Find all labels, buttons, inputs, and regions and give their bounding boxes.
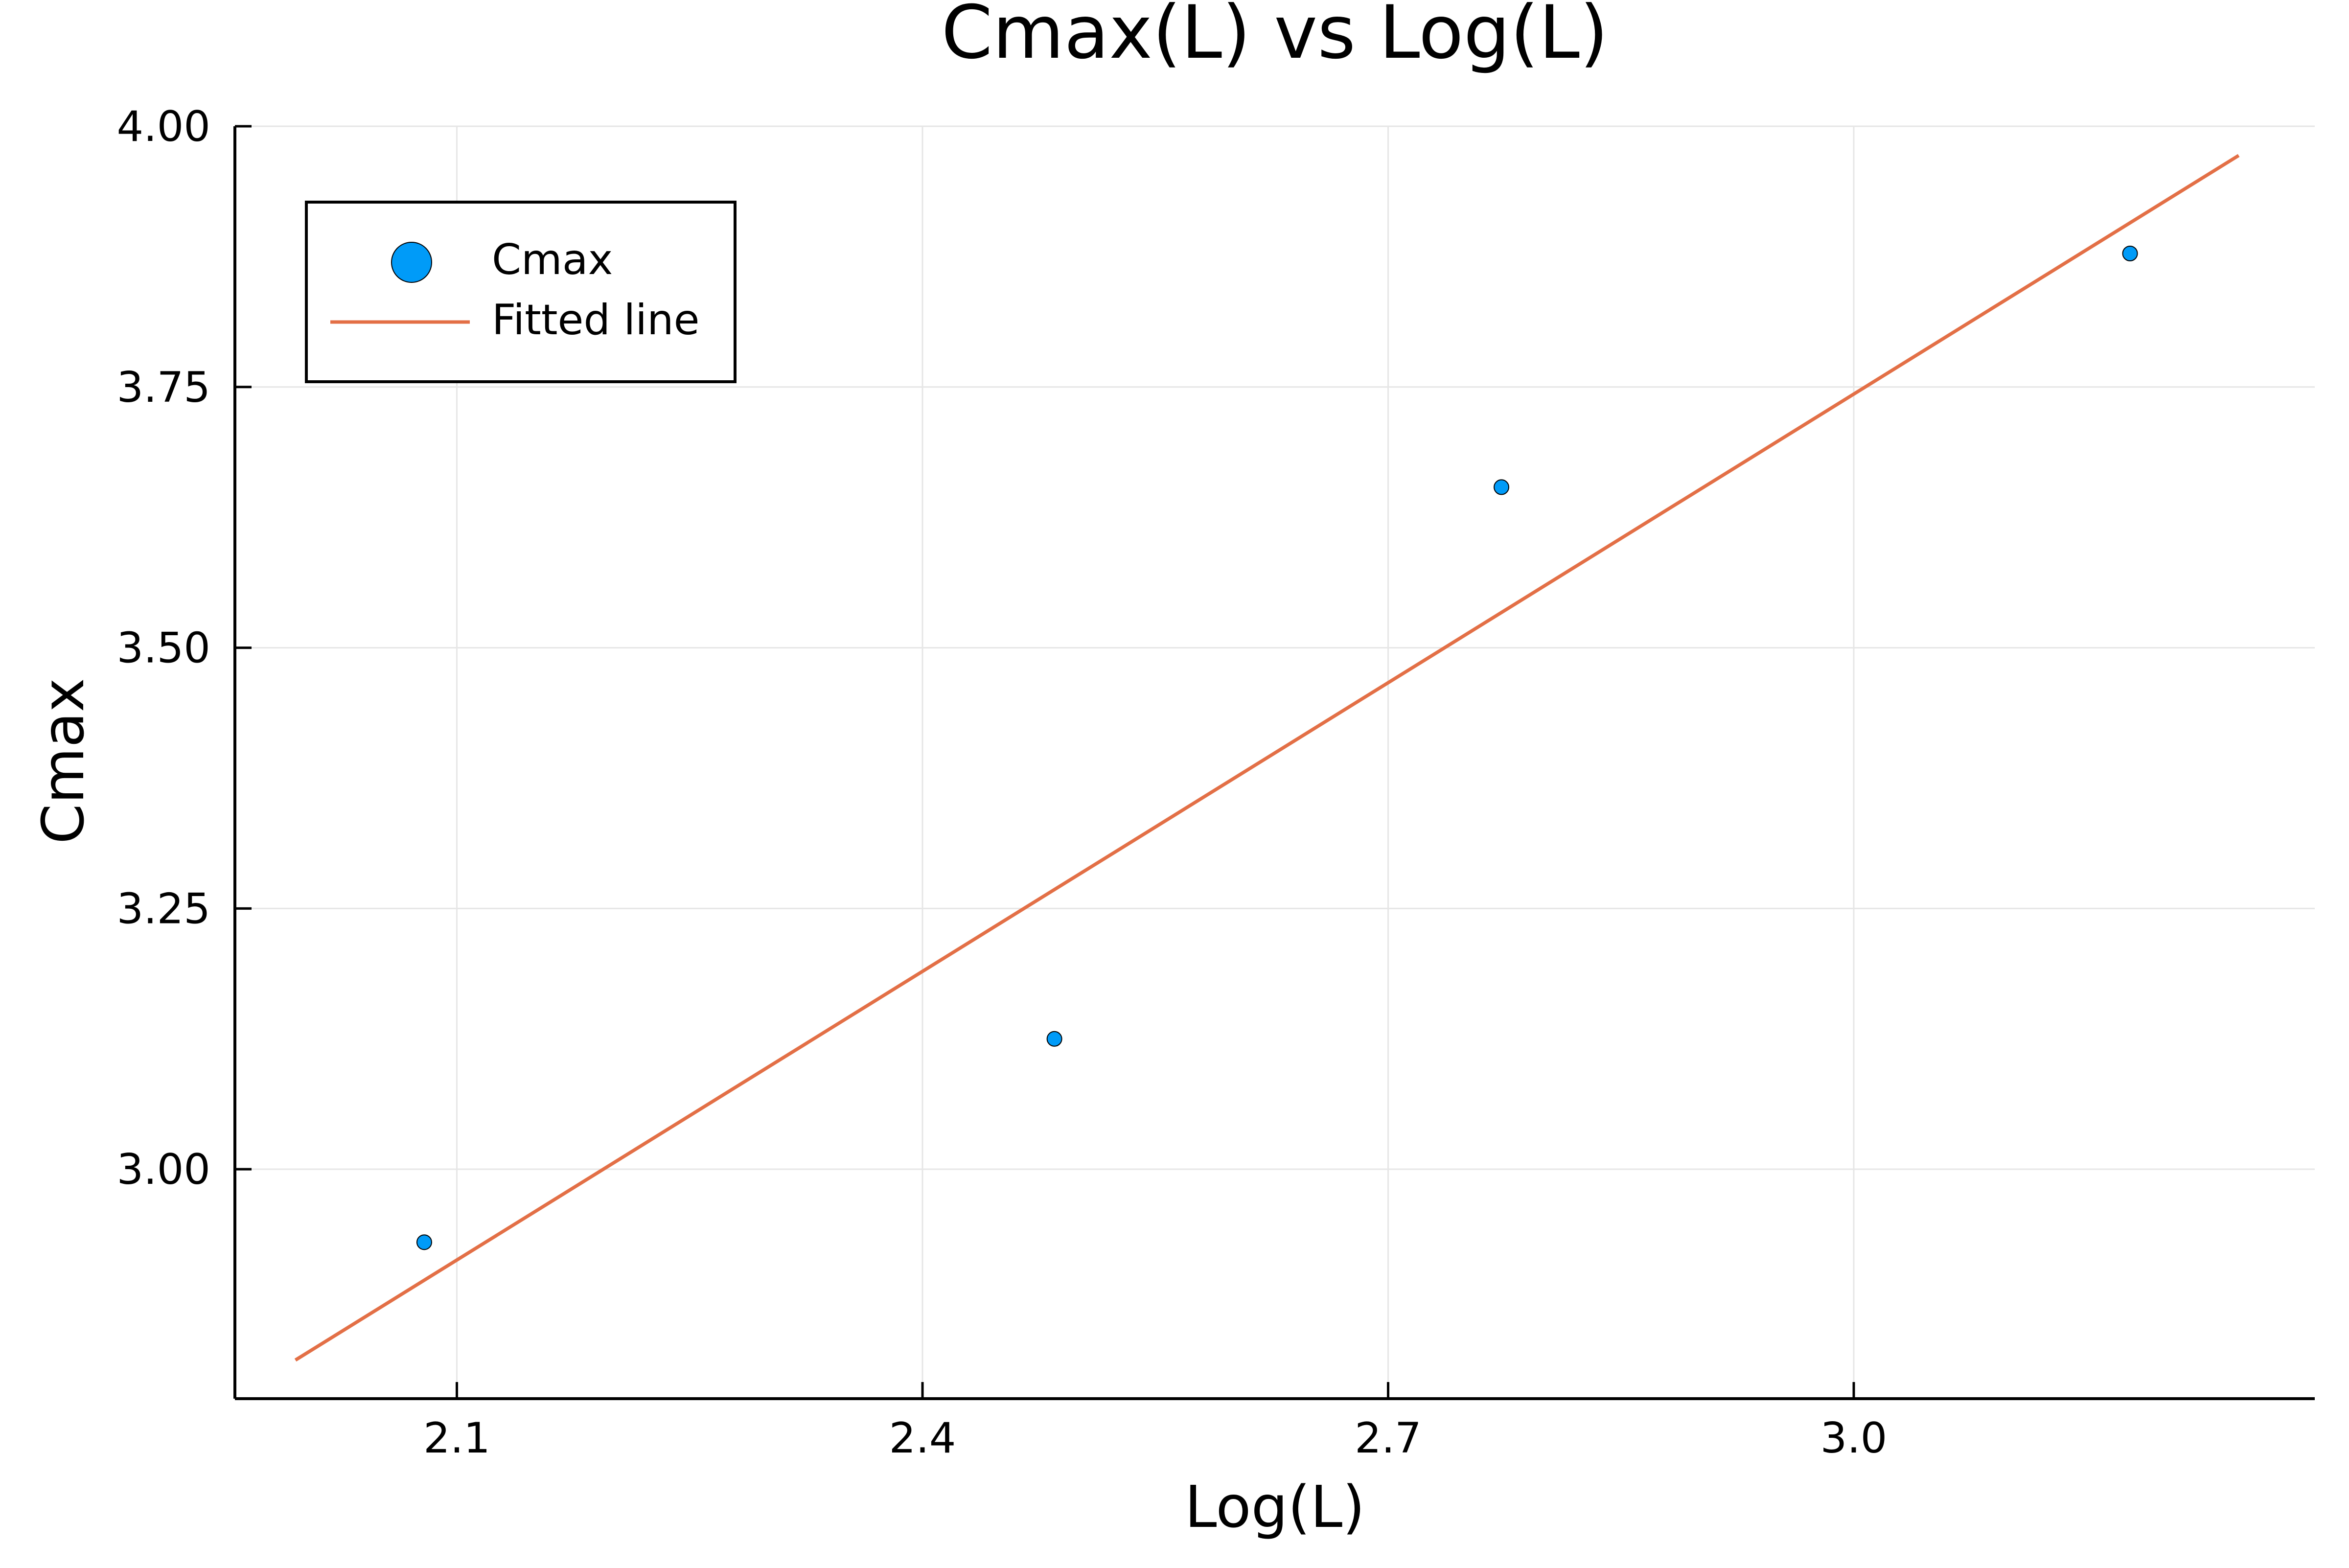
chart-title: Cmax(L) vs Log(L) (942, 0, 1609, 75)
data-point (2122, 246, 2138, 261)
y-tick-label: 3.75 (117, 363, 210, 412)
y-tick-label: 3.25 (117, 884, 210, 933)
grid (235, 125, 2315, 1399)
x-tick-label: 3.0 (1820, 1414, 1888, 1463)
y-tick-label: 4.00 (117, 102, 210, 151)
legend-box (305, 201, 737, 383)
data-point (416, 1234, 432, 1250)
legend-label-fitted-line: Fitted line (492, 296, 700, 345)
legend-label-cmax: Cmax (492, 235, 613, 284)
x-tick-label: 2.7 (1355, 1414, 1422, 1463)
y-axis-label: Cmax (29, 678, 97, 844)
axes: 2.1 2.4 2.7 3.0 3.00 3.25 3.50 3.75 4.00 (117, 102, 2315, 1463)
data-point (1046, 1031, 1062, 1047)
fitted-line (294, 154, 2240, 1362)
y-tick-label: 3.50 (117, 624, 210, 673)
y-tick-label: 3.00 (117, 1145, 210, 1194)
legend: Cmax Fitted line (305, 201, 737, 383)
x-tick-label: 2.1 (423, 1414, 490, 1463)
data-point (1494, 479, 1510, 495)
x-axis-label: Log(L) (1185, 1473, 1365, 1541)
series (294, 154, 2240, 1362)
legend-marker-cmax (391, 242, 432, 283)
x-tick-label: 2.4 (889, 1414, 956, 1463)
